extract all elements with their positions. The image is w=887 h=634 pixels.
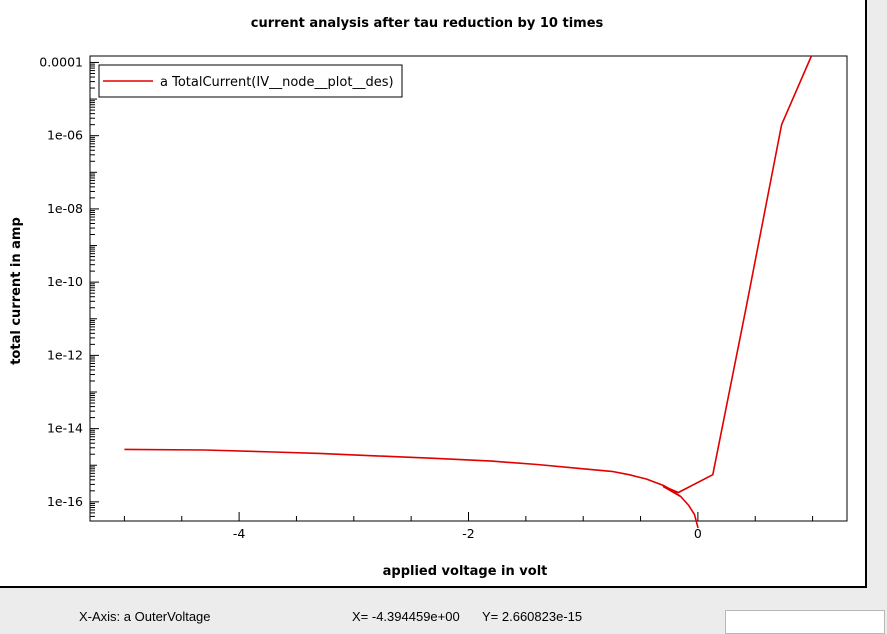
y-ticks: 0.0001 1e-06 1e-08 1e-10 1e-12 1e-14 1e-16 <box>39 54 99 509</box>
status-bar: X-Axis: a OuterVoltage X= -4.394459e+00 … <box>0 600 887 634</box>
chart: current analysis after tau reduction by … <box>9 16 848 579</box>
plot-panel: current analysis after tau reduction by … <box>0 0 867 588</box>
y-tick-label: 1e-16 <box>47 494 83 509</box>
x-ticks: -4 -2 0 <box>123 512 814 541</box>
chart-title: current analysis after tau reduction by … <box>251 16 604 31</box>
y-axis-label: total current in amp <box>9 217 24 365</box>
y-minor-ticks <box>90 63 97 522</box>
series-line <box>124 55 813 529</box>
legend-label: a TotalCurrent(IV__node__plot__des) <box>160 75 394 90</box>
x-tick-label: 0 <box>694 526 702 541</box>
x-tick-label: -2 <box>462 526 474 541</box>
status-x-coordinate: X= -4.394459e+00 <box>352 609 460 624</box>
y-tick-label: 0.0001 <box>39 54 83 69</box>
x-tick-label: -4 <box>233 526 246 541</box>
y-tick-label: 1e-08 <box>47 201 83 216</box>
y-tick-label: 1e-06 <box>47 128 83 143</box>
y-tick-label: 1e-12 <box>47 347 83 362</box>
status-input-field[interactable] <box>725 610 885 634</box>
plot-area <box>89 55 848 522</box>
x-axis-label: applied voltage in volt <box>383 564 548 579</box>
legend[interactable]: a TotalCurrent(IV__node__plot__des) <box>98 64 403 98</box>
y-tick-label: 1e-10 <box>47 274 83 289</box>
status-y-coordinate: Y= 2.660823e-15 <box>482 609 583 624</box>
y-tick-label: 1e-14 <box>47 421 83 436</box>
series-group <box>124 55 813 529</box>
status-x-axis: X-Axis: a OuterVoltage <box>79 609 211 624</box>
